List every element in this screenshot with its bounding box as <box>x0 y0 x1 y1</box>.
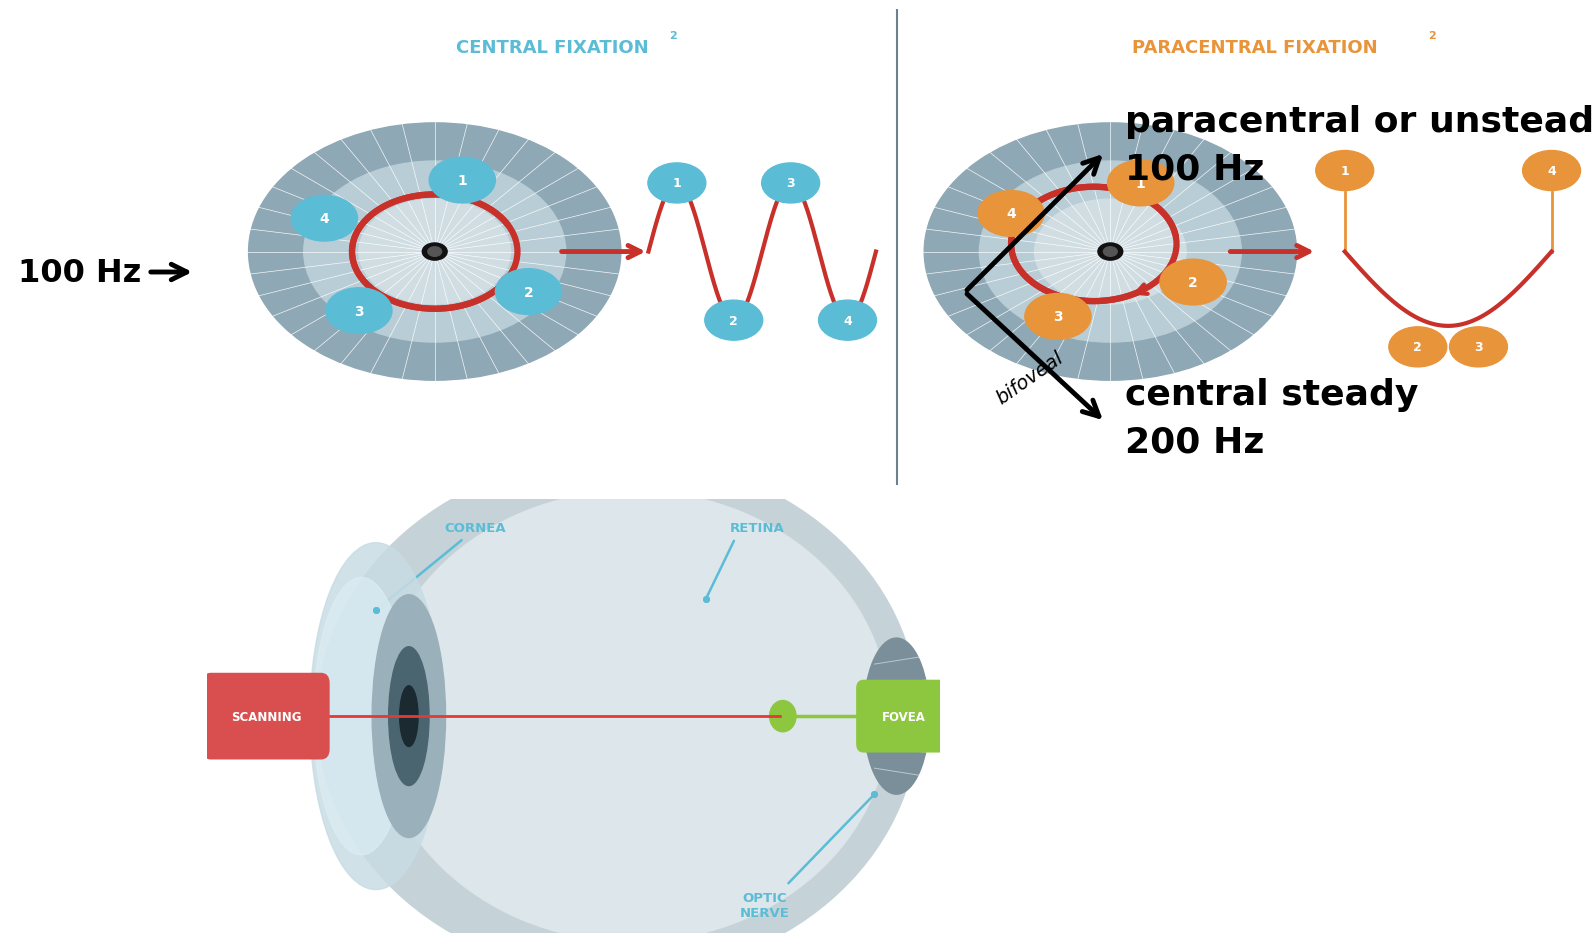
Circle shape <box>496 269 561 315</box>
Text: CENTRAL FIXATION: CENTRAL FIXATION <box>456 39 649 56</box>
Text: 4: 4 <box>319 212 330 226</box>
Circle shape <box>359 200 510 305</box>
Text: SCANNING: SCANNING <box>231 710 301 723</box>
Circle shape <box>325 288 392 334</box>
Circle shape <box>925 124 1296 381</box>
Text: 3: 3 <box>1474 341 1482 354</box>
Ellipse shape <box>389 647 429 785</box>
Text: PARACENTRAL FIXATION: PARACENTRAL FIXATION <box>1132 39 1377 56</box>
Text: 2: 2 <box>669 31 677 41</box>
Text: central steady: central steady <box>1125 378 1419 411</box>
Circle shape <box>292 196 357 242</box>
Circle shape <box>1315 151 1374 191</box>
Text: paracentral or unsteady: paracentral or unsteady <box>1125 105 1594 139</box>
Text: 1: 1 <box>1341 165 1349 178</box>
FancyBboxPatch shape <box>202 673 330 760</box>
Text: 3: 3 <box>1054 310 1063 324</box>
Circle shape <box>422 244 448 261</box>
Ellipse shape <box>317 457 918 952</box>
Ellipse shape <box>314 578 408 855</box>
Text: 2: 2 <box>1428 31 1436 41</box>
Text: 2: 2 <box>1414 341 1422 354</box>
Text: 1: 1 <box>457 174 467 188</box>
Circle shape <box>1108 161 1173 207</box>
Circle shape <box>304 162 566 343</box>
Circle shape <box>427 248 442 257</box>
Text: 2: 2 <box>1188 276 1199 289</box>
Circle shape <box>1449 327 1508 367</box>
Circle shape <box>979 162 1242 343</box>
Circle shape <box>1098 244 1122 261</box>
FancyBboxPatch shape <box>856 680 952 753</box>
Circle shape <box>1160 260 1226 306</box>
Ellipse shape <box>376 491 889 942</box>
Text: 3: 3 <box>354 305 363 318</box>
Circle shape <box>1388 327 1447 367</box>
Circle shape <box>762 164 819 204</box>
Text: CORNEA: CORNEA <box>445 522 505 534</box>
Text: 200 Hz: 200 Hz <box>1125 426 1264 460</box>
Text: 2: 2 <box>523 286 534 299</box>
Circle shape <box>979 191 1044 237</box>
Circle shape <box>705 301 762 341</box>
Circle shape <box>1025 294 1090 340</box>
Ellipse shape <box>400 686 418 746</box>
Circle shape <box>249 124 622 381</box>
Text: 100 Hz: 100 Hz <box>18 257 142 288</box>
Circle shape <box>647 164 706 204</box>
Ellipse shape <box>864 639 929 794</box>
Text: 4: 4 <box>1006 208 1015 221</box>
Circle shape <box>770 701 795 732</box>
Circle shape <box>1522 151 1581 191</box>
Text: 1: 1 <box>673 177 681 190</box>
Circle shape <box>1103 248 1117 257</box>
Text: 4: 4 <box>1548 165 1556 178</box>
Text: 4: 4 <box>843 314 851 327</box>
Ellipse shape <box>371 595 445 838</box>
Circle shape <box>819 301 877 341</box>
Text: 2: 2 <box>730 314 738 327</box>
Text: 100 Hz: 100 Hz <box>1125 153 1264 187</box>
Text: RETINA: RETINA <box>730 522 784 534</box>
Text: 1: 1 <box>1137 177 1146 190</box>
Text: 3: 3 <box>786 177 795 190</box>
Text: FOVEA: FOVEA <box>881 710 926 723</box>
Text: OPTIC
NERVE: OPTIC NERVE <box>740 891 789 920</box>
Circle shape <box>429 158 496 204</box>
Ellipse shape <box>309 543 442 889</box>
Text: bifoveal: bifoveal <box>993 347 1066 407</box>
Circle shape <box>1035 200 1186 305</box>
